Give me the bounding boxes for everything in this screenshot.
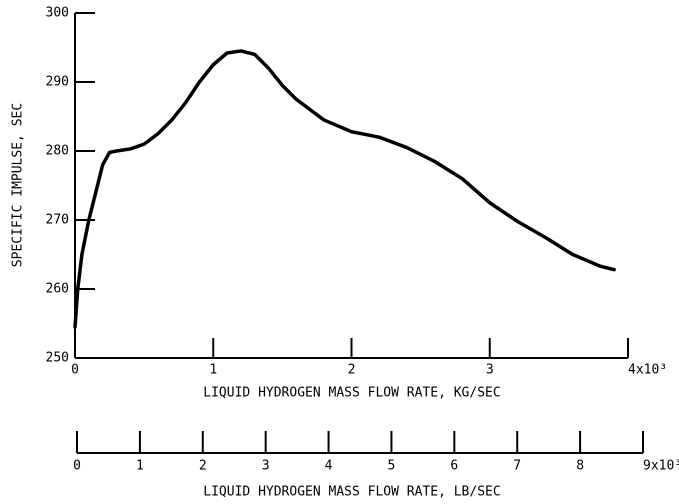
x2-tick-label: 7 — [513, 459, 521, 474]
x2-tick-label: 4 — [325, 459, 333, 474]
x-tick-label: 2 — [348, 363, 356, 378]
x-tick-label: 4x10³ — [628, 363, 667, 378]
y-tick-label: 280 — [46, 144, 69, 159]
y-tick-label: 270 — [46, 213, 69, 228]
x2-tick-label: 9x10³ — [643, 459, 679, 474]
x-axis-label: LIQUID HYDROGEN MASS FLOW RATE, KG/SEC — [203, 386, 500, 401]
y-tick-label: 300 — [46, 6, 69, 21]
data-line — [73, 49, 616, 329]
x2-tick-label: 6 — [450, 459, 458, 474]
y-tick-label: 260 — [46, 282, 69, 297]
x2-tick-label: 8 — [576, 459, 584, 474]
y-tick-label: 290 — [46, 75, 69, 90]
x-tick-label: 0 — [71, 363, 79, 378]
x2-tick-label: 1 — [136, 459, 144, 474]
x2-tick-label: 5 — [388, 459, 396, 474]
x2-axis-label: LIQUID HYDROGEN MASS FLOW RATE, LB/SEC — [203, 485, 500, 500]
y-axis-label: SPECIFIC IMPULSE, SEC — [11, 103, 26, 267]
x2-tick-label: 3 — [262, 459, 270, 474]
x2-tick-label: 2 — [199, 459, 207, 474]
x-tick-label: 1 — [209, 363, 217, 378]
x-tick-label: 3 — [486, 363, 494, 378]
x2-tick-label: 0 — [73, 459, 81, 474]
y-tick-label: 250 — [46, 351, 69, 366]
